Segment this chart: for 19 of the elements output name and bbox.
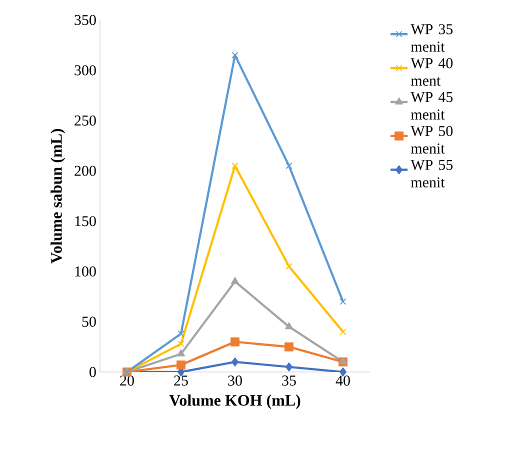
legend-label: WP 35 menit <box>410 24 453 52</box>
legend-label: WP 40 ment <box>410 58 453 86</box>
x-tick-label: 35 <box>282 376 296 386</box>
legend-label: WP 45 menit <box>410 92 453 120</box>
legend-label: WP 50 menit <box>410 126 453 154</box>
y-tick-label: 350 <box>74 14 96 26</box>
y-tick-label: 100 <box>75 266 96 276</box>
x-tick-label: 30 <box>228 376 242 386</box>
legend-label: WP 55 menit <box>410 160 453 188</box>
y-tick-label: 50 <box>82 316 96 327</box>
x-tick-label: 40 <box>336 376 350 386</box>
y-tick-label: 0 <box>90 366 96 378</box>
y-axis-title: Volume sabun (mL) <box>50 128 66 264</box>
y-tick-label: 200 <box>74 166 96 176</box>
y-tick-label: 150 <box>75 216 96 226</box>
y-tick-label: 300 <box>74 65 96 76</box>
x-tick-label: 25 <box>174 376 188 386</box>
x-axis-title: Volume KOH (mL) <box>169 394 300 410</box>
y-tick-label: 250 <box>74 116 96 126</box>
